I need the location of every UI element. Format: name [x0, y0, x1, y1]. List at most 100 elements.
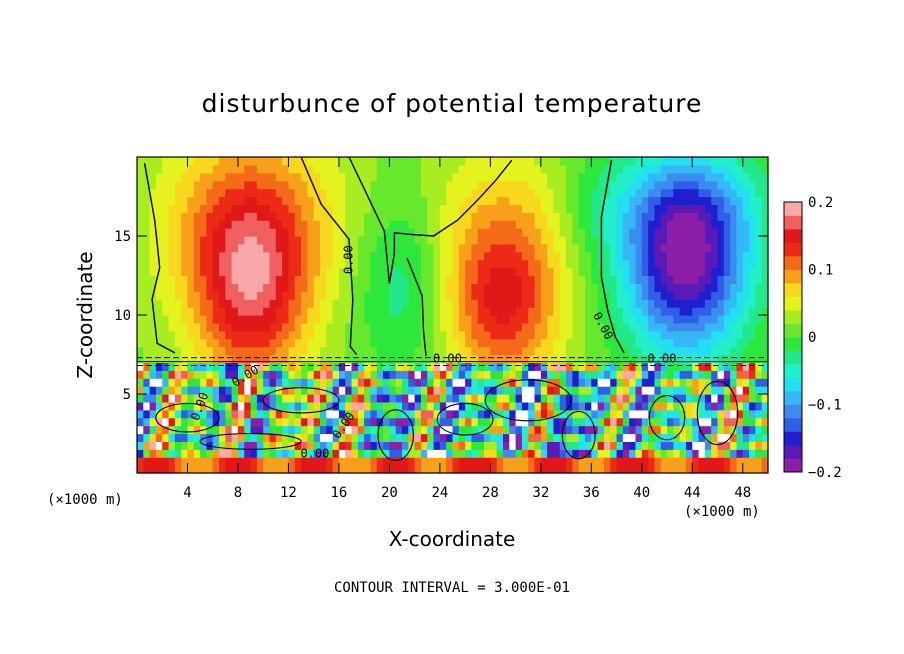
- heatmap-cell: [420, 465, 428, 474]
- heatmap-cell: [301, 204, 308, 213]
- heatmap-cell: [307, 157, 315, 166]
- heatmap-cell: [244, 291, 252, 300]
- heatmap-cell: [345, 243, 353, 253]
- heatmap-cell: [357, 425, 365, 435]
- heatmap-cell: [610, 338, 618, 348]
- heatmap-cell: [168, 283, 176, 292]
- heatmap-cell: [540, 180, 548, 190]
- heatmap-cell: [559, 283, 567, 292]
- heatmap-cell: [490, 220, 498, 229]
- heatmap-cell: [181, 441, 189, 450]
- heatmap-cell: [660, 180, 668, 190]
- heatmap-cell: [616, 291, 624, 300]
- heatmap-cell: [143, 417, 151, 427]
- heatmap-cell: [212, 457, 220, 466]
- heatmap-cell: [717, 172, 725, 182]
- heatmap-cell: [685, 259, 693, 269]
- heatmap-cell: [193, 338, 201, 348]
- heatmap-cell: [458, 267, 466, 277]
- heatmap-cell: [269, 425, 277, 435]
- heatmap-cell: [641, 378, 649, 387]
- x-tick-label: 48: [734, 485, 751, 501]
- heatmap-cell: [168, 275, 176, 284]
- heatmap-cell: [711, 283, 719, 292]
- heatmap-cell: [408, 259, 416, 269]
- heatmap-cell: [162, 425, 170, 435]
- heatmap-cell: [351, 243, 359, 253]
- heatmap-cell: [660, 283, 668, 292]
- heatmap-cell: [364, 386, 372, 395]
- heatmap-cell: [332, 465, 340, 474]
- heatmap-cell: [704, 330, 712, 340]
- heatmap-cell: [591, 157, 599, 166]
- heatmap-cell: [351, 394, 359, 403]
- heatmap-cell: [420, 228, 428, 237]
- heatmap-cell: [509, 338, 517, 348]
- heatmap-cell: [471, 338, 479, 348]
- heatmap-cell: [471, 433, 479, 442]
- heatmap-cell: [319, 164, 327, 174]
- heatmap-cell: [376, 236, 384, 245]
- heatmap-cell: [629, 354, 637, 363]
- heatmap-cell: [338, 267, 346, 277]
- heatmap-cell: [477, 307, 485, 316]
- heatmap-cell: [730, 322, 738, 332]
- heatmap-cell: [200, 362, 208, 371]
- heatmap-cell: [572, 362, 580, 371]
- heatmap-cell: [490, 243, 498, 253]
- heatmap-cell: [200, 164, 208, 174]
- heatmap-cell: [616, 283, 624, 292]
- heatmap-cell: [667, 465, 674, 474]
- heatmap-cell: [389, 330, 397, 340]
- heatmap-cell: [143, 401, 151, 411]
- heatmap-cell: [193, 457, 201, 466]
- heatmap-cell: [206, 457, 214, 466]
- heatmap-cell: [231, 378, 239, 387]
- heatmap-cell: [685, 378, 693, 387]
- heatmap-cell: [376, 322, 384, 332]
- heatmap-cell: [263, 457, 271, 466]
- heatmap-cell: [269, 370, 277, 379]
- heatmap-cell: [250, 299, 258, 308]
- heatmap-cell: [742, 212, 750, 221]
- heatmap-cell: [578, 307, 586, 316]
- heatmap-cell: [294, 164, 302, 174]
- heatmap-cell: [730, 394, 738, 403]
- heatmap-cell: [351, 386, 359, 395]
- heatmap-cell: [742, 307, 750, 316]
- heatmap-cell: [237, 338, 245, 348]
- heatmap-cell: [427, 417, 435, 427]
- heatmap-cell: [137, 307, 144, 316]
- heatmap-cell: [465, 259, 473, 269]
- heatmap-cell: [395, 378, 403, 387]
- heatmap-cell: [667, 315, 674, 324]
- heatmap-cell: [433, 259, 441, 269]
- heatmap-cell: [566, 164, 573, 174]
- heatmap-cell: [364, 172, 372, 182]
- heatmap-cell: [755, 354, 763, 363]
- heatmap-cell: [364, 394, 372, 403]
- heatmap-cell: [212, 346, 220, 356]
- heatmap-cell: [237, 425, 245, 435]
- heatmap-cell: [332, 322, 340, 332]
- heatmap-cell: [515, 370, 523, 379]
- heatmap-cell: [629, 267, 637, 277]
- heatmap-cell: [591, 315, 599, 324]
- heatmap-cell: [509, 267, 517, 277]
- heatmap-cell: [547, 259, 555, 269]
- heatmap-cell: [477, 164, 485, 174]
- heatmap-cell: [370, 307, 378, 316]
- heatmap-cell: [370, 417, 378, 427]
- heatmap-cell: [294, 307, 302, 316]
- heatmap-cell: [376, 338, 384, 348]
- heatmap-cell: [471, 354, 479, 363]
- heatmap-cell: [275, 457, 283, 466]
- heatmap-cell: [181, 275, 189, 284]
- heatmap-cell: [313, 330, 321, 340]
- heatmap-cell: [477, 441, 485, 450]
- heatmap-cell: [427, 267, 435, 277]
- heatmap-cell: [654, 315, 662, 324]
- heatmap-field: [137, 157, 769, 474]
- heatmap-cell: [484, 236, 491, 245]
- heatmap-cell: [301, 196, 308, 205]
